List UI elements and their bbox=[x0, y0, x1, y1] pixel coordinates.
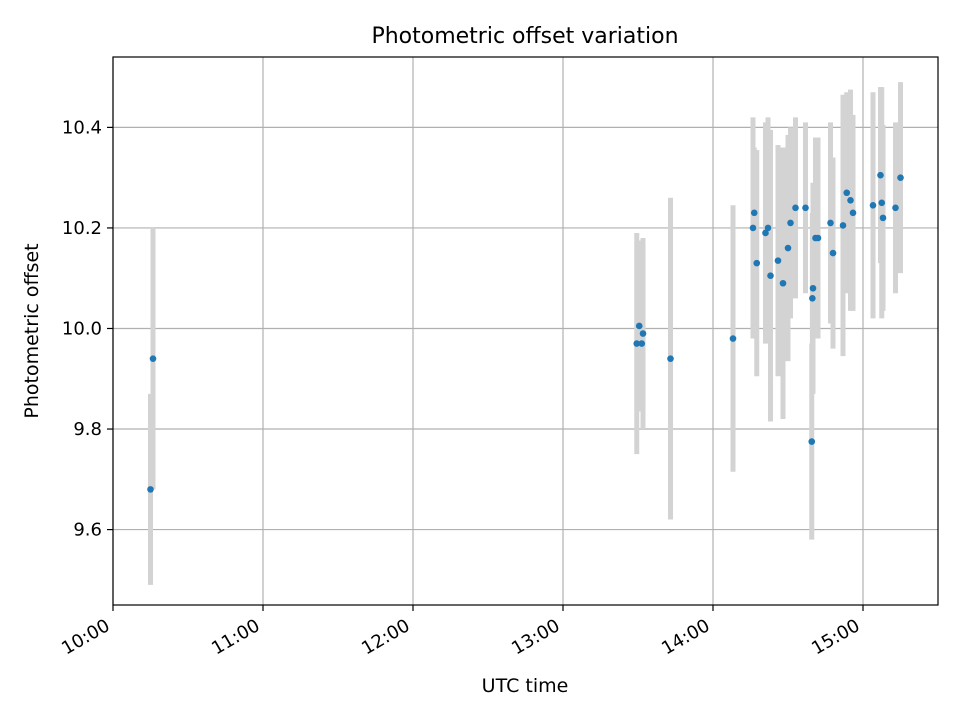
y-tick-label: 9.6 bbox=[73, 520, 102, 541]
y-tick-label: 10.2 bbox=[62, 218, 102, 239]
data-point bbox=[729, 335, 737, 342]
data-point bbox=[849, 209, 857, 217]
data-point bbox=[847, 196, 854, 204]
data-point bbox=[753, 259, 761, 267]
data-point bbox=[892, 204, 899, 212]
data-point bbox=[878, 199, 886, 207]
data-point bbox=[774, 257, 782, 264]
chart-title: Photometric offset variation bbox=[371, 24, 678, 49]
data-point bbox=[808, 438, 816, 445]
data-point bbox=[787, 219, 794, 227]
data-point bbox=[147, 486, 154, 493]
data-point bbox=[879, 214, 887, 222]
y-tick-label: 10.4 bbox=[62, 117, 102, 138]
data-point bbox=[839, 222, 847, 229]
data-point bbox=[667, 355, 674, 362]
data-point bbox=[809, 284, 817, 292]
data-point bbox=[764, 224, 772, 232]
data-point bbox=[779, 279, 787, 287]
data-point bbox=[635, 322, 643, 330]
plot-frame bbox=[112, 56, 939, 606]
data-point bbox=[814, 234, 822, 242]
data-point bbox=[639, 330, 647, 337]
grid bbox=[112, 57, 938, 605]
data-point bbox=[827, 219, 834, 227]
y-axis-ticks: 9.6 9.8 10.0 10.2 10.4 bbox=[62, 117, 113, 541]
data-point bbox=[792, 204, 799, 212]
data-point bbox=[802, 204, 809, 212]
data-point bbox=[877, 171, 884, 179]
y-tick-label: 9.8 bbox=[73, 419, 102, 440]
data-point bbox=[843, 189, 851, 197]
data-point bbox=[809, 295, 816, 302]
y-axis-label: Photometric offset bbox=[21, 243, 43, 418]
data-point bbox=[749, 224, 757, 232]
x-axis-label: UTC time bbox=[482, 675, 569, 697]
data-point bbox=[762, 229, 769, 237]
data-point bbox=[149, 355, 157, 362]
data-point bbox=[829, 249, 837, 257]
data-point bbox=[869, 202, 877, 209]
data-point bbox=[784, 244, 792, 252]
data-point bbox=[633, 340, 641, 347]
data-point bbox=[750, 209, 758, 217]
data-points bbox=[147, 171, 904, 493]
data-point bbox=[897, 174, 904, 181]
y-tick-label: 10.0 bbox=[62, 318, 102, 339]
data-point bbox=[767, 272, 774, 279]
data-point bbox=[638, 340, 646, 347]
